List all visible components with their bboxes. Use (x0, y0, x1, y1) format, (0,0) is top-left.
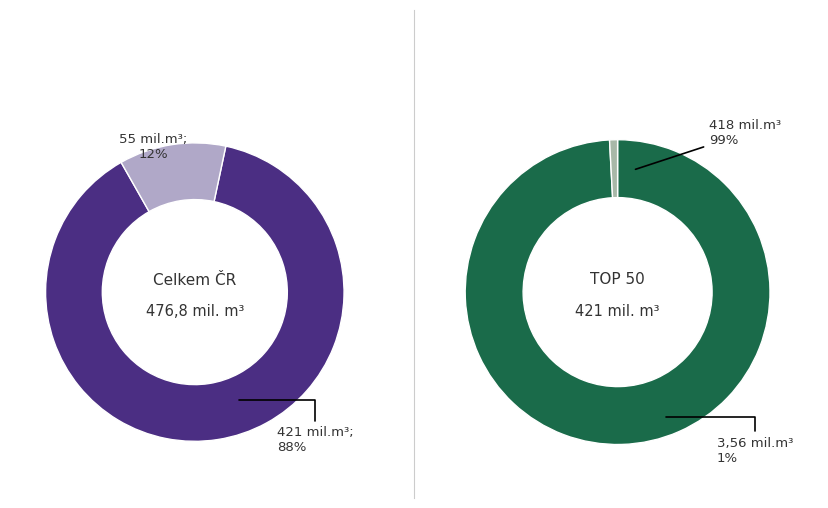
Text: 55 mil.m³;
12%: 55 mil.m³; 12% (118, 133, 187, 161)
Text: 421 mil.m³;
88%: 421 mil.m³; 88% (239, 399, 353, 454)
Text: 3,56 mil.m³
1%: 3,56 mil.m³ 1% (666, 417, 792, 465)
Text: 476,8 mil. m³: 476,8 mil. m³ (146, 304, 243, 319)
Wedge shape (465, 140, 769, 444)
Text: TOP 50: TOP 50 (590, 272, 644, 288)
Text: Celkem ČR: Celkem ČR (153, 273, 236, 288)
Wedge shape (46, 146, 344, 441)
Wedge shape (609, 140, 617, 198)
Text: 421 mil. m³: 421 mil. m³ (575, 304, 659, 320)
Text: 418 mil.m³
99%: 418 mil.m³ 99% (635, 119, 780, 169)
Wedge shape (121, 143, 225, 212)
